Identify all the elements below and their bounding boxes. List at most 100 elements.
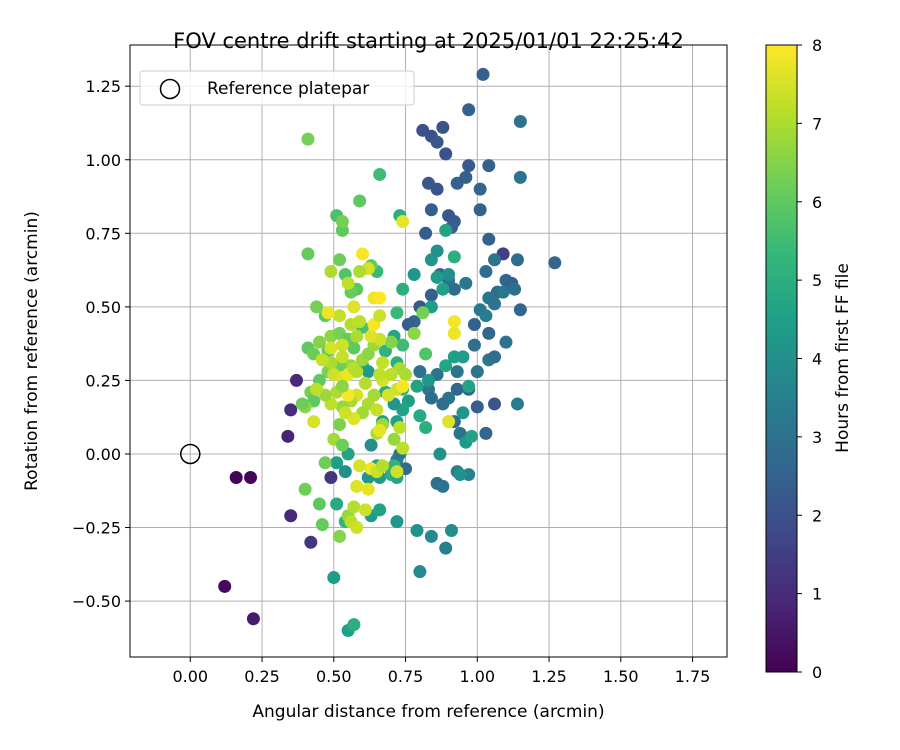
data-point: [424, 203, 438, 217]
colorbar-tick-label: 2: [812, 506, 822, 525]
data-point: [310, 382, 324, 396]
reference-platepar-marker: [180, 443, 201, 465]
data-point: [396, 215, 410, 229]
data-point: [479, 426, 493, 440]
data-point: [396, 338, 410, 352]
data-point: [373, 368, 387, 382]
y-tick-label: 0.75: [85, 224, 121, 243]
data-point: [456, 406, 470, 420]
data-point: [424, 391, 438, 405]
data-point: [488, 350, 502, 364]
data-point: [439, 223, 453, 237]
data-point: [442, 268, 456, 281]
data-point: [338, 406, 352, 420]
data-point: [335, 350, 349, 364]
data-point: [462, 379, 476, 393]
y-axis: −0.50 −0.25 0.00 0.25 0.50 0.75 1.00 1.25: [72, 77, 130, 611]
data-point: [321, 306, 335, 320]
data-point: [508, 282, 522, 296]
data-point: [482, 232, 496, 246]
data-point: [430, 244, 444, 258]
data-point: [335, 379, 349, 393]
colorbar-tick-label: 0: [812, 663, 822, 682]
data-point: [312, 497, 326, 511]
data-point: [335, 215, 349, 229]
data-point: [450, 365, 464, 379]
data-point: [304, 535, 318, 549]
data-point: [496, 285, 510, 299]
x-tick-label: 1.50: [603, 667, 639, 686]
data-point: [407, 268, 421, 281]
data-point: [324, 265, 338, 279]
data-point: [289, 373, 303, 387]
y-tick-label: 0.25: [85, 371, 121, 390]
data-point: [246, 612, 260, 626]
colorbar-tick-label: 8: [812, 36, 822, 55]
data-point: [453, 468, 467, 482]
y-tick-label: 0.00: [85, 445, 121, 464]
data-point: [416, 306, 430, 320]
data-point: [353, 265, 367, 279]
data-point: [488, 397, 502, 411]
data-point: [439, 359, 453, 373]
data-point: [462, 159, 476, 173]
data-point: [327, 571, 341, 585]
data-point: [333, 253, 347, 267]
data-point: [467, 338, 481, 352]
data-point: [439, 541, 453, 555]
data-point: [548, 256, 562, 270]
plot-frame: [129, 44, 728, 658]
data-point: [353, 315, 367, 329]
data-point: [307, 415, 321, 429]
data-point: [373, 423, 387, 437]
data-point: [350, 365, 364, 379]
data-point: [353, 459, 367, 473]
data-point: [333, 529, 347, 543]
data-point: [513, 170, 527, 184]
data-point: [390, 515, 404, 529]
data-point: [413, 565, 427, 579]
data-point: [301, 247, 315, 261]
data-point: [476, 67, 490, 81]
data-point: [381, 388, 395, 402]
data-point: [387, 432, 401, 446]
colorbar-tick-label: 5: [812, 271, 822, 290]
x-axis: 0.00 0.25 0.50 0.75 1.00 1.25 1.50 1.75: [172, 657, 710, 686]
colorbar-ticks: 0 1 2 3 4 5 6 7 8: [797, 36, 822, 682]
data-point: [358, 503, 372, 517]
data-point: [350, 329, 364, 343]
data-point: [479, 265, 493, 279]
data-point: [447, 250, 461, 264]
data-point: [499, 335, 513, 349]
data-point: [330, 456, 344, 470]
y-tick-label: −0.25: [72, 519, 121, 538]
data-point: [419, 347, 433, 361]
data-point: [413, 365, 427, 379]
data-point: [430, 270, 444, 284]
x-tick-label: 0.50: [316, 667, 352, 686]
reference-marker-group: [180, 443, 201, 465]
data-point: [410, 379, 424, 393]
data-point: [430, 182, 444, 196]
data-point: [244, 471, 258, 485]
colorbar-tick-label: 1: [812, 585, 822, 604]
x-axis-label: Angular distance from reference (arcmin): [252, 702, 604, 722]
data-point: [482, 326, 496, 340]
data-point: [433, 447, 447, 461]
data-point: [396, 441, 410, 455]
data-point: [229, 471, 243, 485]
colorbar: [766, 45, 797, 672]
data-point: [284, 509, 298, 523]
data-point: [335, 338, 349, 352]
colorbar-tick-label: 7: [812, 114, 822, 133]
data-point: [470, 365, 484, 379]
data-point: [347, 500, 361, 514]
legend: Reference platepar: [139, 70, 415, 106]
data-point: [335, 438, 349, 452]
colorbar-tick-label: 3: [812, 428, 822, 447]
legend-label: Reference platepar: [207, 79, 369, 99]
data-point: [465, 429, 479, 443]
data-point: [513, 115, 527, 128]
data-point: [510, 253, 524, 267]
data-point: [298, 482, 312, 496]
